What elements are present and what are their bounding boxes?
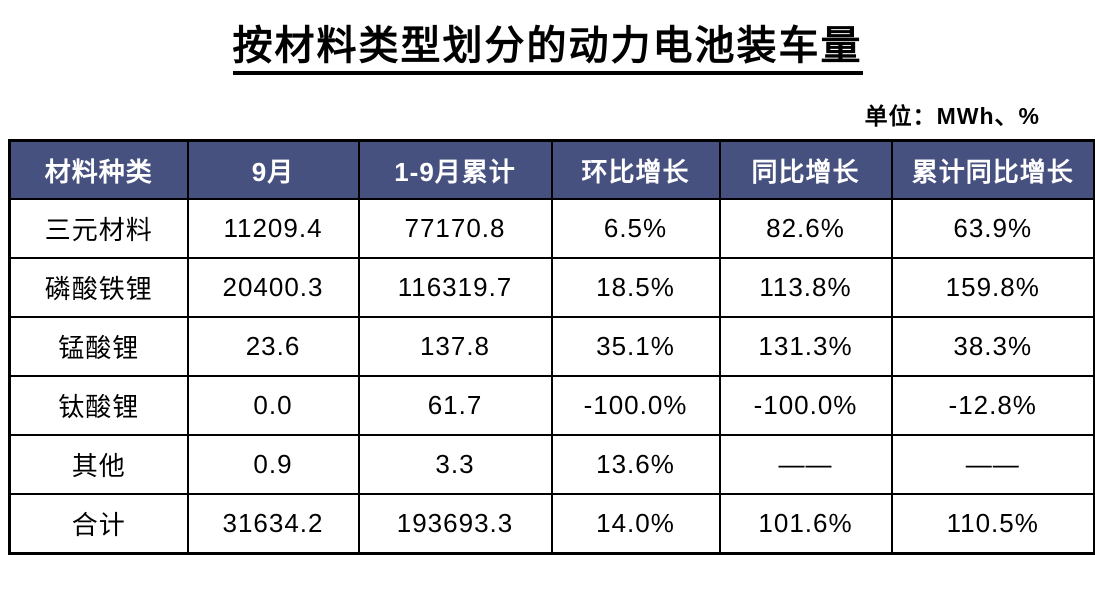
table-cell: 11209.4 <box>186 198 360 259</box>
table-cell: -100.0% <box>718 375 893 436</box>
column-header-yoy-growth: 同比增长 <box>718 139 893 200</box>
table-body: 三元材料 11209.4 77170.8 6.5% 82.6% 63.9% 磷酸… <box>8 198 1095 555</box>
table-cell: —— <box>718 434 893 495</box>
table-cell: 0.9 <box>186 434 360 495</box>
column-header-material: 材料种类 <box>8 139 189 200</box>
table-cell: —— <box>890 434 1095 495</box>
column-header-september: 9月 <box>186 139 360 200</box>
table-cell: 0.0 <box>186 375 360 436</box>
table-cell: 110.5% <box>890 493 1095 555</box>
table-cell: -12.8% <box>890 375 1095 436</box>
column-header-cumulative: 1-9月累计 <box>357 139 553 200</box>
table-cell: 38.3% <box>890 316 1095 377</box>
table-cell: 63.9% <box>890 198 1095 259</box>
table-cell: 20400.3 <box>186 257 360 318</box>
row-label: 锰酸锂 <box>8 316 189 377</box>
title-container: 按材料类型划分的动力电池装车量 <box>0 0 1095 75</box>
row-label: 三元材料 <box>8 198 189 259</box>
row-label: 合计 <box>8 493 189 555</box>
row-label: 其他 <box>8 434 189 495</box>
table-cell: 35.1% <box>550 316 721 377</box>
table-cell: 101.6% <box>718 493 893 555</box>
row-label: 钛酸锂 <box>8 375 189 436</box>
page-title: 按材料类型划分的动力电池装车量 <box>232 24 863 75</box>
table-row-lfp: 磷酸铁锂 20400.3 116319.7 18.5% 113.8% 159.8… <box>8 257 1095 318</box>
table-cell: 3.3 <box>357 434 553 495</box>
table-row-lto: 钛酸锂 0.0 61.7 -100.0% -100.0% -12.8% <box>8 375 1095 436</box>
table-cell: 23.6 <box>186 316 360 377</box>
table-cell: 77170.8 <box>357 198 553 259</box>
row-label: 磷酸铁锂 <box>8 257 189 318</box>
table-cell: 131.3% <box>718 316 893 377</box>
table-cell: 14.0% <box>550 493 721 555</box>
column-header-mom-growth: 环比增长 <box>550 139 721 200</box>
table-cell: 159.8% <box>890 257 1095 318</box>
table-cell: -100.0% <box>550 375 721 436</box>
table-cell: 82.6% <box>718 198 893 259</box>
table-cell: 31634.2 <box>186 493 360 555</box>
table-header: 材料种类 9月 1-9月累计 环比增长 同比增长 累计同比增长 <box>8 139 1095 200</box>
table-cell: 113.8% <box>718 257 893 318</box>
battery-install-table: 材料种类 9月 1-9月累计 环比增长 同比增长 累计同比增长 三元材料 112… <box>8 139 1095 555</box>
table-row-other: 其他 0.9 3.3 13.6% —— —— <box>8 434 1095 495</box>
table-cell: 61.7 <box>357 375 553 436</box>
table-cell: 13.6% <box>550 434 721 495</box>
table-cell: 6.5% <box>550 198 721 259</box>
table-row-total: 合计 31634.2 193693.3 14.0% 101.6% 110.5% <box>8 493 1095 555</box>
unit-label: 单位：MWh、% <box>864 103 1040 129</box>
table-row-ternary: 三元材料 11209.4 77170.8 6.5% 82.6% 63.9% <box>8 198 1095 259</box>
table-cell: 193693.3 <box>357 493 553 555</box>
table-cell: 116319.7 <box>357 257 553 318</box>
table-row-lmo: 锰酸锂 23.6 137.8 35.1% 131.3% 38.3% <box>8 316 1095 377</box>
table-cell: 137.8 <box>357 316 553 377</box>
table-cell: 18.5% <box>550 257 721 318</box>
column-header-cumulative-yoy-growth: 累计同比增长 <box>890 139 1095 200</box>
header-row: 材料种类 9月 1-9月累计 环比增长 同比增长 累计同比增长 <box>8 139 1095 200</box>
